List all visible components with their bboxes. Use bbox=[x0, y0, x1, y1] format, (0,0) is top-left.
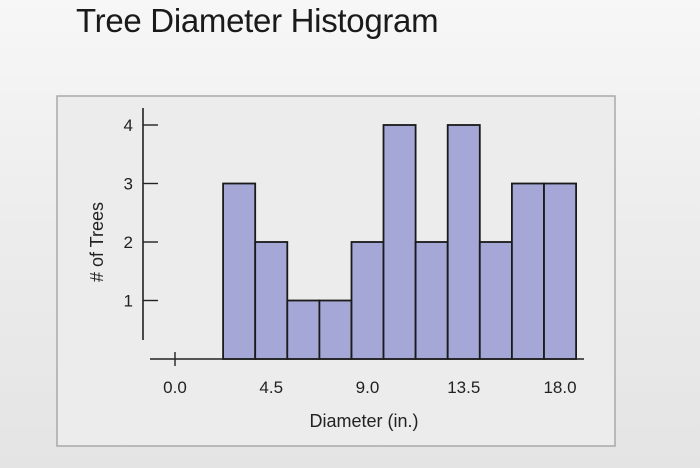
histogram-bar bbox=[510, 182, 545, 360]
page-title: Tree Diameter Histogram bbox=[76, 2, 439, 39]
y-tick-label: 2 bbox=[124, 233, 133, 252]
histogram-bar bbox=[254, 241, 289, 360]
histogram-bar bbox=[446, 124, 481, 360]
x-tick-label: 13.5 bbox=[447, 378, 480, 397]
histogram-bar bbox=[478, 241, 513, 360]
x-tick-label: 18.0 bbox=[543, 378, 576, 397]
bars-group bbox=[222, 124, 577, 360]
x-tick-label: 9.0 bbox=[356, 378, 380, 397]
histogram-bar bbox=[286, 299, 321, 360]
axes-group: 1 2 3 4 0.0 4.5 9.0 13.5 18.0 bbox=[124, 108, 584, 397]
y-tick-label: 4 bbox=[124, 116, 133, 135]
histogram-bar bbox=[414, 241, 449, 360]
y-tick-label: 1 bbox=[124, 292, 133, 311]
x-tick-label: 0.0 bbox=[163, 378, 187, 397]
histogram-bar bbox=[543, 182, 577, 360]
histogram-bar bbox=[222, 182, 257, 360]
y-axis-title: # of Trees bbox=[87, 202, 107, 282]
histogram-bar bbox=[382, 124, 417, 360]
y-tick-label: 3 bbox=[124, 175, 133, 194]
x-axis-title: Diameter (in.) bbox=[309, 411, 418, 431]
histogram-bar bbox=[318, 299, 353, 360]
histogram-bar bbox=[350, 241, 385, 360]
x-tick-label: 4.5 bbox=[259, 378, 283, 397]
